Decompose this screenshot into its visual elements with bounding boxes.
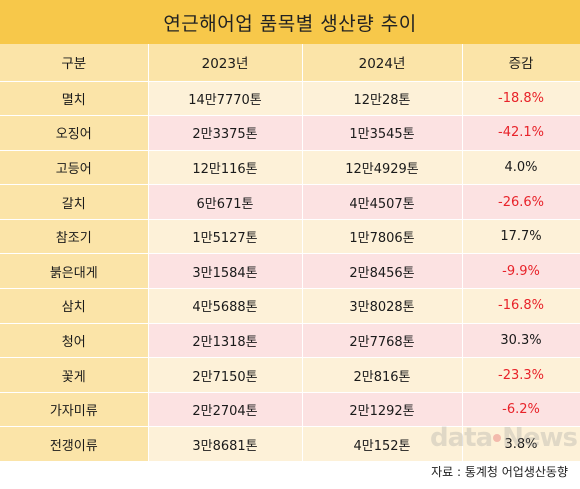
table-row: 갈치 6만671톤 4만4507톤 -26.6%	[0, 184, 580, 220]
table-row: 오징어 2만3375톤 1만3545톤 -42.1%	[0, 115, 580, 151]
table-row: 전갱이류 3만8681톤 4만152톤 3.8%	[0, 426, 580, 463]
row-label: 고등어	[0, 150, 149, 186]
table-row: 삼치 4만5688톤 3만8028톤 -16.8%	[0, 288, 580, 324]
row-label: 전갱이류	[0, 426, 149, 463]
value-2023: 2만2704톤	[148, 392, 303, 428]
change-value: 30.3%	[462, 323, 580, 359]
value-2024: 12만4929톤	[302, 150, 463, 186]
value-2023: 14만7770톤	[148, 81, 303, 117]
value-2024: 4만4507톤	[302, 184, 463, 220]
value-2023: 2만3375톤	[148, 115, 303, 151]
change-value: -18.8%	[462, 81, 580, 117]
value-2024: 1만7806톤	[302, 219, 463, 255]
row-label: 멸치	[0, 81, 149, 117]
row-label: 참조기	[0, 219, 149, 255]
row-label: 오징어	[0, 115, 149, 151]
row-label: 청어	[0, 323, 149, 359]
value-2024: 2만7768톤	[302, 323, 463, 359]
value-2024: 1만3545톤	[302, 115, 463, 151]
datanews-watermark-logo: data News	[430, 423, 578, 453]
change-value: -16.8%	[462, 288, 580, 324]
header-2023: 2023년	[148, 44, 303, 82]
header-change: 증감	[462, 44, 580, 82]
value-2024: 3만8028톤	[302, 288, 463, 324]
change-value: -42.1%	[462, 115, 580, 151]
row-label: 삼치	[0, 288, 149, 324]
change-value: -23.3%	[462, 357, 580, 393]
value-2024: 2만8456톤	[302, 253, 463, 290]
change-value: 3.8%	[462, 426, 580, 463]
table-title: 연근해어업 품목별 생산량 추이	[0, 0, 580, 44]
change-value: 4.0%	[462, 150, 580, 186]
change-value: -6.2%	[462, 392, 580, 428]
table-row: 꽃게 2만7150톤 2만816톤 -23.3%	[0, 357, 580, 393]
source-note: 자료 : 통계청 어업생산동향	[431, 464, 568, 479]
change-value: -9.9%	[462, 253, 580, 290]
value-2023: 3만8681톤	[148, 426, 303, 463]
value-2024: 12만28톤	[302, 81, 463, 117]
value-2023: 4만5688톤	[148, 288, 303, 324]
row-label: 꽃게	[0, 357, 149, 393]
value-2024: 4만152톤	[302, 426, 463, 463]
header-category: 구분	[0, 44, 149, 82]
row-label: 가자미류	[0, 392, 149, 428]
table-row: 가자미류 2만2704톤 2만1292톤 -6.2%	[0, 392, 580, 428]
header-2024: 2024년	[302, 44, 463, 82]
header-row: 구분 2023년 2024년 증감	[0, 44, 580, 82]
value-2023: 12만116톤	[148, 150, 303, 186]
production-table: 구분 2023년 2024년 증감 멸치 14만7770톤 12만28톤 -18.8%…	[0, 44, 580, 463]
value-2023: 1만5127톤	[148, 219, 303, 255]
value-2024: 2만816톤	[302, 357, 463, 393]
table-row: 붉은대게 3만1584톤 2만8456톤 -9.9%	[0, 253, 580, 290]
value-2024: 2만1292톤	[302, 392, 463, 428]
table-row: 멸치 14만7770톤 12만28톤 -18.8%	[0, 81, 580, 117]
table-row: 참조기 1만5127톤 1만7806톤 17.7%	[0, 219, 580, 255]
change-value: -26.6%	[462, 184, 580, 220]
table-row: 청어 2만1318톤 2만7768톤 30.3%	[0, 323, 580, 359]
row-label: 붉은대게	[0, 253, 149, 290]
value-2023: 3만1584톤	[148, 253, 303, 290]
row-label: 갈치	[0, 184, 149, 220]
value-2023: 2만7150톤	[148, 357, 303, 393]
table-row: 고등어 12만116톤 12만4929톤 4.0%	[0, 150, 580, 186]
value-2023: 6만671톤	[148, 184, 303, 220]
value-2023: 2만1318톤	[148, 323, 303, 359]
change-value: 17.7%	[462, 219, 580, 255]
